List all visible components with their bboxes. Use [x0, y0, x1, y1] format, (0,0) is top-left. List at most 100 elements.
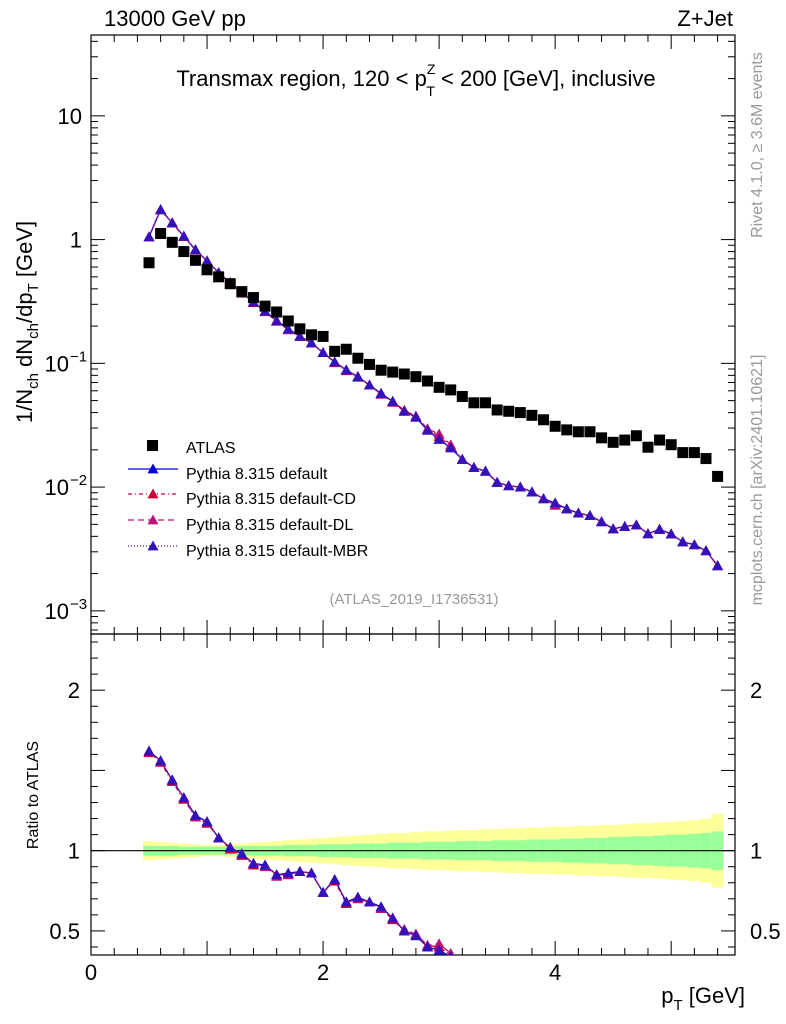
atlas-data-point	[398, 368, 410, 380]
y-axis-tick-labels: 10 1 10 −1 10 −2 10 −3	[45, 104, 88, 624]
atlas-data-point	[224, 278, 236, 290]
ratio-point	[608, 974, 619, 984]
mc-point	[712, 560, 724, 571]
ratio-y-tick-labels: 2 1 0.5 2 1 0.5	[49, 678, 780, 944]
ratio-point	[619, 974, 630, 984]
ratio-point	[631, 975, 642, 985]
ratio-point	[561, 969, 572, 979]
ratio-point	[213, 832, 225, 843]
ylabel-sub: ch	[25, 323, 42, 339]
ratio-point	[503, 966, 514, 976]
ratio-point	[259, 859, 271, 870]
atlas-data-point	[305, 329, 317, 341]
ratio-point	[573, 970, 584, 980]
mc-point	[398, 405, 410, 416]
ratio-point	[561, 969, 572, 979]
ylabel-part: [GeV]	[12, 221, 37, 283]
ratio-point	[584, 972, 595, 982]
ratio-point	[492, 964, 503, 974]
atlas-data-point	[259, 300, 271, 312]
ratio-point	[480, 961, 491, 971]
atlas-data-point	[491, 404, 503, 416]
ratio-point	[433, 944, 445, 955]
ratio-point	[410, 930, 422, 941]
ratio-tick-right-1: 1	[750, 839, 762, 864]
ratio-point	[387, 912, 399, 923]
y-tick-base: 10	[45, 475, 69, 500]
mc-point	[549, 497, 561, 508]
atlas-data-point	[584, 426, 596, 438]
ratio-point	[480, 961, 491, 971]
mc-point	[642, 528, 654, 539]
mc-point	[688, 539, 700, 550]
x-tick-label-4: 4	[549, 960, 561, 985]
atlas-data-point	[247, 292, 259, 304]
mc-line-pythia-8.315-default	[148, 208, 719, 567]
ratio-point	[526, 967, 537, 977]
atlas-data-point	[538, 414, 550, 426]
atlas-data-point	[282, 315, 294, 327]
ratio-point	[340, 896, 352, 907]
atlas-data-point	[549, 420, 561, 432]
ratio-point	[468, 958, 479, 968]
atlas-data-point	[375, 364, 387, 376]
y-tick-label-1e-3: 10	[45, 599, 69, 624]
ratio-point	[515, 966, 526, 976]
ratio-point	[363, 896, 375, 907]
ratio-point	[271, 869, 283, 880]
atlas-data-point	[410, 371, 422, 383]
atlas-data-point	[630, 430, 642, 442]
analysis-id: (ATLAS_2019_I1736531)	[329, 591, 498, 608]
mc-point	[294, 330, 306, 341]
ratio-point	[596, 972, 607, 982]
mc-point	[677, 536, 689, 547]
atlas-data-point	[178, 246, 190, 258]
title-sup: Z	[427, 61, 436, 77]
atlas-data-point	[596, 432, 608, 444]
header-process: Z+Jet	[677, 6, 733, 31]
ratio-point	[573, 970, 584, 980]
mc-point	[468, 461, 480, 472]
ratio-point	[294, 866, 306, 876]
ratio-point	[596, 972, 607, 982]
mc-line-pythia-8.315-default-dl	[148, 208, 719, 567]
mc-point	[700, 545, 712, 556]
y-tick-base: 10	[45, 351, 69, 376]
y-tick-label-1: 1	[70, 228, 82, 253]
xlabel-sub: T	[673, 997, 682, 1014]
atlas-data-point	[607, 436, 619, 448]
ratio-point	[398, 925, 410, 936]
x-axis-tick-labels: 0 2 4	[85, 960, 561, 985]
mc-point	[329, 356, 341, 367]
ratio-point	[573, 970, 584, 980]
atlas-data-point	[526, 409, 538, 421]
atlas-data-point	[642, 441, 654, 453]
axis-ticks	[90, 35, 735, 955]
ratio-point	[503, 966, 514, 976]
ratio-point	[352, 891, 364, 902]
atlas-data-point	[352, 352, 364, 364]
atlas-data-point	[700, 453, 712, 465]
legend-marker	[147, 540, 159, 551]
atlas-data-point	[665, 439, 677, 451]
title-sub: T	[426, 83, 435, 99]
mc-point	[630, 519, 642, 530]
ratio-point	[468, 958, 479, 968]
ratio-point	[422, 941, 434, 952]
atlas-data-point	[317, 330, 329, 342]
legend-marker	[147, 514, 159, 525]
mc-point	[178, 230, 190, 241]
ratio-point	[178, 792, 190, 803]
legend-label-default: Pythia 8.315 default	[186, 466, 328, 483]
main-series-group	[143, 204, 724, 571]
mc-point	[305, 337, 317, 348]
atlas-data-point	[688, 447, 700, 459]
ratio-point	[631, 975, 642, 985]
y-tick-exp-1e-2: −2	[70, 472, 87, 489]
ratio-point	[282, 867, 294, 878]
ratio-point	[189, 809, 201, 820]
atlas-data-point	[433, 381, 445, 393]
ratio-tick-left-2: 2	[68, 678, 80, 703]
atlas-data-point	[572, 426, 584, 438]
ratio-point	[538, 969, 549, 979]
